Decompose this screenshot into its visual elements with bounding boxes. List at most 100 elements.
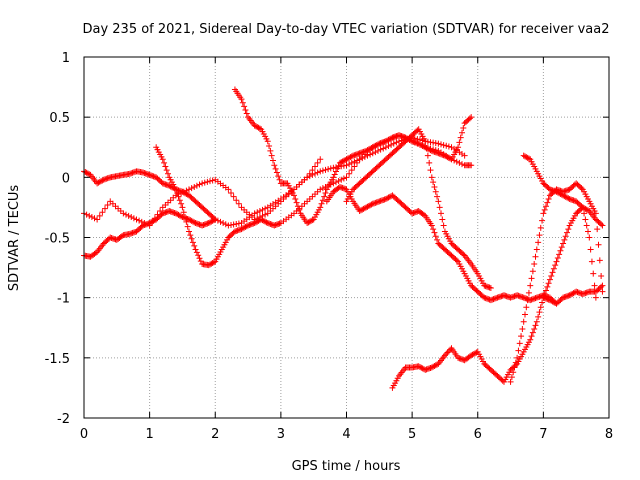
data-point [592,210,599,217]
data-point [531,325,538,332]
data-point [346,170,353,177]
data-point [175,211,182,218]
data-point [457,134,464,141]
data-point [470,350,477,357]
data-point [335,177,342,184]
data-point [382,144,389,151]
data-point [540,210,547,217]
data-point [386,136,393,143]
data-point [263,219,270,226]
data-point [557,190,564,197]
data-point [440,222,447,229]
data-point [519,325,526,332]
data-point [343,156,350,163]
data-point [317,156,324,163]
data-point [522,311,528,318]
data-point [444,154,451,161]
data-point [460,251,467,258]
data-point [552,262,559,269]
data-point [91,215,98,222]
data-point [599,288,606,295]
data-point [599,222,606,229]
data-point [590,270,597,277]
data-point [210,215,217,222]
data-point [233,197,240,204]
data-point [354,159,360,166]
data-point [86,212,93,219]
data-point [251,210,258,217]
y-tick-label: -2 [57,412,70,427]
data-point [364,203,371,210]
data-point [314,169,321,176]
data-point [187,217,194,224]
data-point [427,147,434,154]
data-point [314,159,321,166]
data-point [208,260,215,267]
data-point [515,347,522,354]
data-point [99,209,106,216]
data-point [205,262,212,269]
data-point [254,209,261,216]
data-point [196,181,203,188]
y-tick-label: -1 [57,292,70,307]
data-point [201,179,208,186]
series-trace-b [81,156,324,229]
data-point [193,182,200,189]
data-point [151,215,158,222]
data-point [338,176,345,183]
data-point [268,152,275,159]
data-point [251,122,258,129]
data-point [591,282,598,289]
y-tick-label: 0 [62,171,70,186]
data-point [321,193,328,200]
data-point [512,359,519,366]
data-point [165,170,171,177]
data-point [570,290,577,297]
data-point [427,167,434,174]
data-point [499,377,506,384]
data-point [94,216,101,223]
data-point [242,106,249,113]
data-point [304,220,311,227]
data-point [536,232,543,239]
data-point [537,304,544,311]
data-point [533,246,540,253]
data-point [275,173,282,180]
data-point [554,189,561,196]
data-point [543,203,549,210]
data-point [564,229,570,236]
data-point [545,280,552,287]
data-point [532,253,539,260]
data-point [205,220,212,227]
data-point [444,349,451,356]
data-point [508,374,515,381]
data-point [175,193,182,200]
data-point [431,183,438,190]
data-point [150,217,157,224]
data-point [266,143,273,150]
data-point [96,178,103,185]
data-point [417,363,423,370]
data-point [95,179,102,186]
data-point [306,218,313,225]
data-point [543,287,549,294]
x-tick-label: 1 [145,427,153,442]
data-point [435,198,442,205]
data-point [363,147,370,154]
data-point [518,333,525,340]
data-point [312,170,318,177]
series-trace-d [153,132,475,269]
data-point [207,219,213,226]
data-point [357,207,364,214]
data-point [564,194,570,201]
data-point [373,142,380,149]
data-point [524,154,531,161]
data-point [388,141,395,148]
data-point [445,143,452,150]
data-point [365,146,372,153]
data-point [186,228,192,235]
data-point [598,273,605,280]
data-point [166,182,173,189]
data-point [441,152,448,159]
data-point [343,162,350,169]
